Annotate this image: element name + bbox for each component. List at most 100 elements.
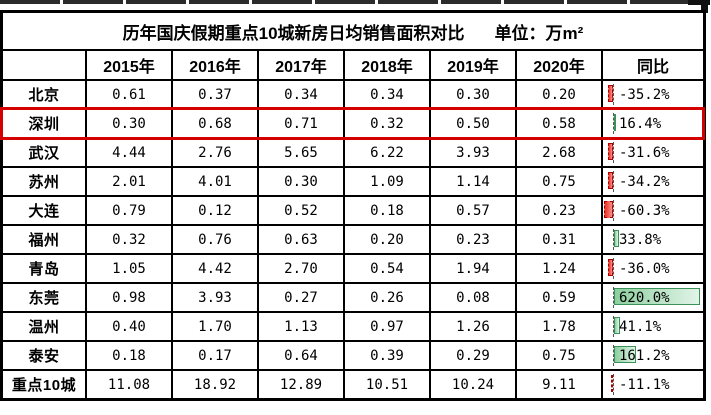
- row-label-qingdao: 青岛: [3, 255, 85, 282]
- databar-axis: [613, 142, 614, 163]
- value-cell: 0.64: [259, 342, 343, 369]
- yoy-value: 161.2%: [619, 347, 670, 364]
- value-cell: 6.22: [345, 139, 429, 166]
- value-cell: 0.30: [259, 168, 343, 195]
- databar-axis: [613, 258, 614, 279]
- yoy-cell: 16.4%: [603, 110, 703, 137]
- value-cell: 0.68: [173, 110, 257, 137]
- value-cell: 0.32: [345, 110, 429, 137]
- value-cell: 1.05: [87, 255, 171, 282]
- value-cell: 0.97: [345, 313, 429, 340]
- value-cell: 1.14: [431, 168, 515, 195]
- value-cell: 0.26: [345, 284, 429, 311]
- yoy-cell: 620.0%: [603, 284, 703, 311]
- col-header-2016: 2016年: [173, 51, 257, 79]
- cropped-corner-vertical: [701, 0, 708, 13]
- yoy-databar: [614, 114, 616, 131]
- row-label-wuhan: 武汉: [3, 139, 85, 166]
- value-cell: 0.57: [431, 197, 515, 224]
- value-cell: 0.40: [87, 313, 171, 340]
- value-cell: 1.24: [517, 255, 601, 282]
- value-cell: 3.93: [173, 284, 257, 311]
- value-cell: 0.79: [87, 197, 171, 224]
- yoy-databar: [608, 172, 613, 189]
- yoy-cell: -36.0%: [603, 255, 703, 282]
- value-cell: 0.75: [517, 342, 601, 369]
- value-cell: 11.08: [87, 371, 171, 398]
- row-label-shenzhen: 深圳: [3, 110, 85, 137]
- databar-axis: [613, 200, 614, 221]
- cropped-table-edge-above: [0, 0, 690, 4]
- value-cell: 2.68: [517, 139, 601, 166]
- row-label-dalian: 大连: [3, 197, 85, 224]
- col-header-2017: 2017年: [259, 51, 343, 79]
- yoy-value: -60.3%: [619, 202, 670, 219]
- yoy-value: -11.1%: [619, 376, 670, 393]
- value-cell: 0.98: [87, 284, 171, 311]
- yoy-value: -36.0%: [619, 260, 670, 277]
- col-header-yoy: 同比: [603, 51, 703, 79]
- row-label-taian: 泰安: [3, 342, 85, 369]
- value-cell: 4.42: [173, 255, 257, 282]
- value-cell: 1.94: [431, 255, 515, 282]
- yoy-value: 620.0%: [619, 289, 670, 306]
- table-title: 历年国庆假期重点10城新房日均销售面积对比 单位：万m²: [3, 13, 703, 49]
- table-title-text: 历年国庆假期重点10城新房日均销售面积对比: [122, 23, 465, 43]
- value-cell: 0.31: [517, 226, 601, 253]
- databar-axis: [613, 84, 614, 105]
- databar-axis: [613, 345, 614, 366]
- value-cell: 0.27: [259, 284, 343, 311]
- yoy-value: -35.2%: [619, 86, 670, 103]
- value-cell: 4.01: [173, 168, 257, 195]
- value-cell: 0.20: [517, 81, 601, 108]
- value-cell: 0.12: [173, 197, 257, 224]
- databar-axis: [613, 374, 614, 395]
- row-label-suzhou: 苏州: [3, 168, 85, 195]
- yoy-value: -34.2%: [619, 173, 670, 190]
- yoy-databar: [614, 346, 636, 363]
- value-cell: 0.30: [431, 81, 515, 108]
- row-label-fuzhou: 福州: [3, 226, 85, 253]
- yoy-databar: [614, 230, 619, 247]
- value-cell: 0.61: [87, 81, 171, 108]
- yoy-cell: 161.2%: [603, 342, 703, 369]
- corner-cell: [3, 51, 85, 79]
- value-cell: 0.71: [259, 110, 343, 137]
- value-cell: 0.63: [259, 226, 343, 253]
- value-cell: 0.23: [517, 197, 601, 224]
- yoy-cell: -60.3%: [603, 197, 703, 224]
- col-header-2019: 2019年: [431, 51, 515, 79]
- yoy-databar: [608, 85, 613, 102]
- value-cell: 1.78: [517, 313, 601, 340]
- yoy-value: 33.8%: [619, 231, 662, 248]
- col-header-2020: 2020年: [517, 51, 601, 79]
- yoy-value: 16.4%: [619, 115, 662, 132]
- value-cell: 3.93: [431, 139, 515, 166]
- value-cell: 0.30: [87, 110, 171, 137]
- value-cell: 1.13: [259, 313, 343, 340]
- value-cell: 1.09: [345, 168, 429, 195]
- value-cell: 0.08: [431, 284, 515, 311]
- yoy-cell: 33.8%: [603, 226, 703, 253]
- row-label-beijing: 北京: [3, 81, 85, 108]
- value-cell: 0.59: [517, 284, 601, 311]
- col-header-2015: 2015年: [87, 51, 171, 79]
- value-cell: 9.11: [517, 371, 601, 398]
- value-cell: 0.76: [173, 226, 257, 253]
- yoy-databar: [604, 201, 613, 218]
- databar-axis: [613, 229, 614, 250]
- databar-axis: [613, 287, 614, 308]
- value-cell: 2.70: [259, 255, 343, 282]
- value-cell: 0.75: [517, 168, 601, 195]
- row-label-dongguan: 东莞: [3, 284, 85, 311]
- value-cell: 5.65: [259, 139, 343, 166]
- yoy-cell: -31.6%: [603, 139, 703, 166]
- table-unit-label: 单位：万m²: [494, 23, 584, 43]
- value-cell: 0.18: [345, 197, 429, 224]
- value-cell: 12.89: [259, 371, 343, 398]
- yoy-cell: -34.2%: [603, 168, 703, 195]
- value-cell: 0.54: [345, 255, 429, 282]
- value-cell: 0.58: [517, 110, 601, 137]
- yoy-databar: [611, 375, 613, 392]
- value-cell: 2.01: [87, 168, 171, 195]
